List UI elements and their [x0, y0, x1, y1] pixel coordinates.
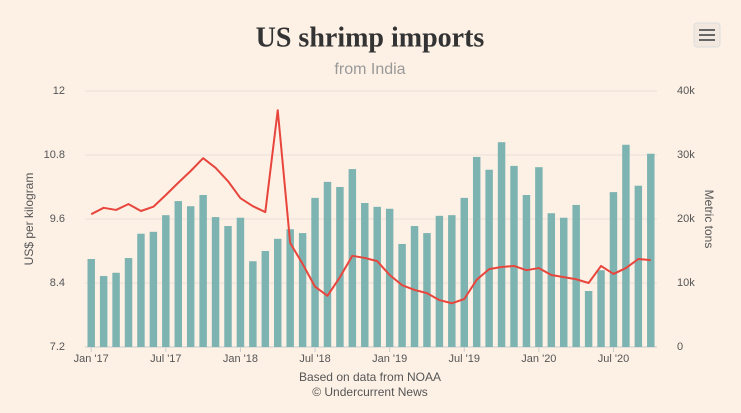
- x-tick-label: Jan '19: [372, 353, 407, 365]
- y-axis-title: US$ per kilogram: [22, 173, 36, 266]
- bar: [560, 217, 568, 347]
- chart-subtitle: from India: [334, 61, 405, 78]
- x-tick-label: Jul '20: [598, 353, 629, 365]
- bar: [261, 251, 270, 347]
- y2-tick-label: 20k: [677, 213, 695, 225]
- bar: [398, 243, 406, 347]
- y2-tick-label: 0: [677, 341, 683, 353]
- bar: [124, 258, 133, 347]
- bar: [186, 206, 195, 347]
- bar: [423, 233, 431, 347]
- x-tick-label: Jul '17: [150, 353, 181, 365]
- bar: [647, 153, 655, 347]
- bar: [634, 185, 643, 347]
- credit: Based on data from NOAA: [299, 370, 441, 384]
- y-tick-label: 7.2: [50, 341, 65, 353]
- y-tick-label: 9.6: [50, 213, 65, 225]
- bar: [547, 213, 556, 347]
- bar: [137, 233, 145, 347]
- bar: [572, 204, 580, 347]
- bar: [385, 208, 394, 347]
- x-tick-label: Jul '18: [299, 353, 330, 365]
- bar: [373, 206, 381, 347]
- bar: [472, 156, 481, 347]
- bar: [361, 203, 369, 347]
- bar: [162, 215, 170, 347]
- y2-tick-label: 10k: [677, 277, 695, 289]
- bar: [435, 215, 444, 347]
- x-tick-label: Jul '19: [449, 353, 480, 365]
- bar: [286, 229, 294, 347]
- bar: [112, 272, 120, 347]
- bar: [510, 165, 518, 347]
- x-tick-label: Jan '17: [74, 353, 109, 365]
- bar: [448, 215, 456, 347]
- bar: [99, 275, 108, 347]
- line: [90, 109, 651, 305]
- bar: [236, 217, 245, 347]
- bar: [609, 192, 618, 347]
- bar: [584, 291, 593, 347]
- bar: [460, 197, 468, 347]
- bar: [485, 169, 493, 347]
- y2-tick-label: 30k: [677, 149, 695, 161]
- bar: [336, 187, 344, 347]
- bar: [199, 195, 207, 347]
- x-tick-label: Jan '18: [223, 353, 258, 365]
- x-tick-label: Jan '20: [521, 353, 556, 365]
- bar: [535, 167, 543, 347]
- bar: [149, 231, 158, 347]
- bar: [224, 226, 232, 347]
- y-tick-label: 10.8: [44, 149, 65, 161]
- bar: [274, 238, 282, 347]
- chart-title: US shrimp imports: [256, 22, 485, 53]
- bar: [249, 261, 257, 347]
- bar: [174, 201, 182, 347]
- credit: © Undercurrent News: [312, 385, 428, 399]
- y2-tick-label: 40k: [677, 85, 695, 97]
- bar: [597, 270, 605, 347]
- bar: [348, 169, 357, 347]
- y-tick-label: 12: [53, 85, 65, 97]
- menu-button[interactable]: [693, 22, 721, 48]
- bar: [211, 217, 220, 347]
- bar: [410, 226, 419, 347]
- bar: [622, 144, 630, 347]
- bar: [323, 181, 332, 347]
- bar: [87, 259, 95, 347]
- bar: [497, 142, 506, 347]
- bar: [311, 197, 319, 347]
- bar: [298, 233, 307, 347]
- y2-axis-title: Metric tons: [702, 190, 716, 249]
- y-tick-label: 8.4: [50, 277, 65, 289]
